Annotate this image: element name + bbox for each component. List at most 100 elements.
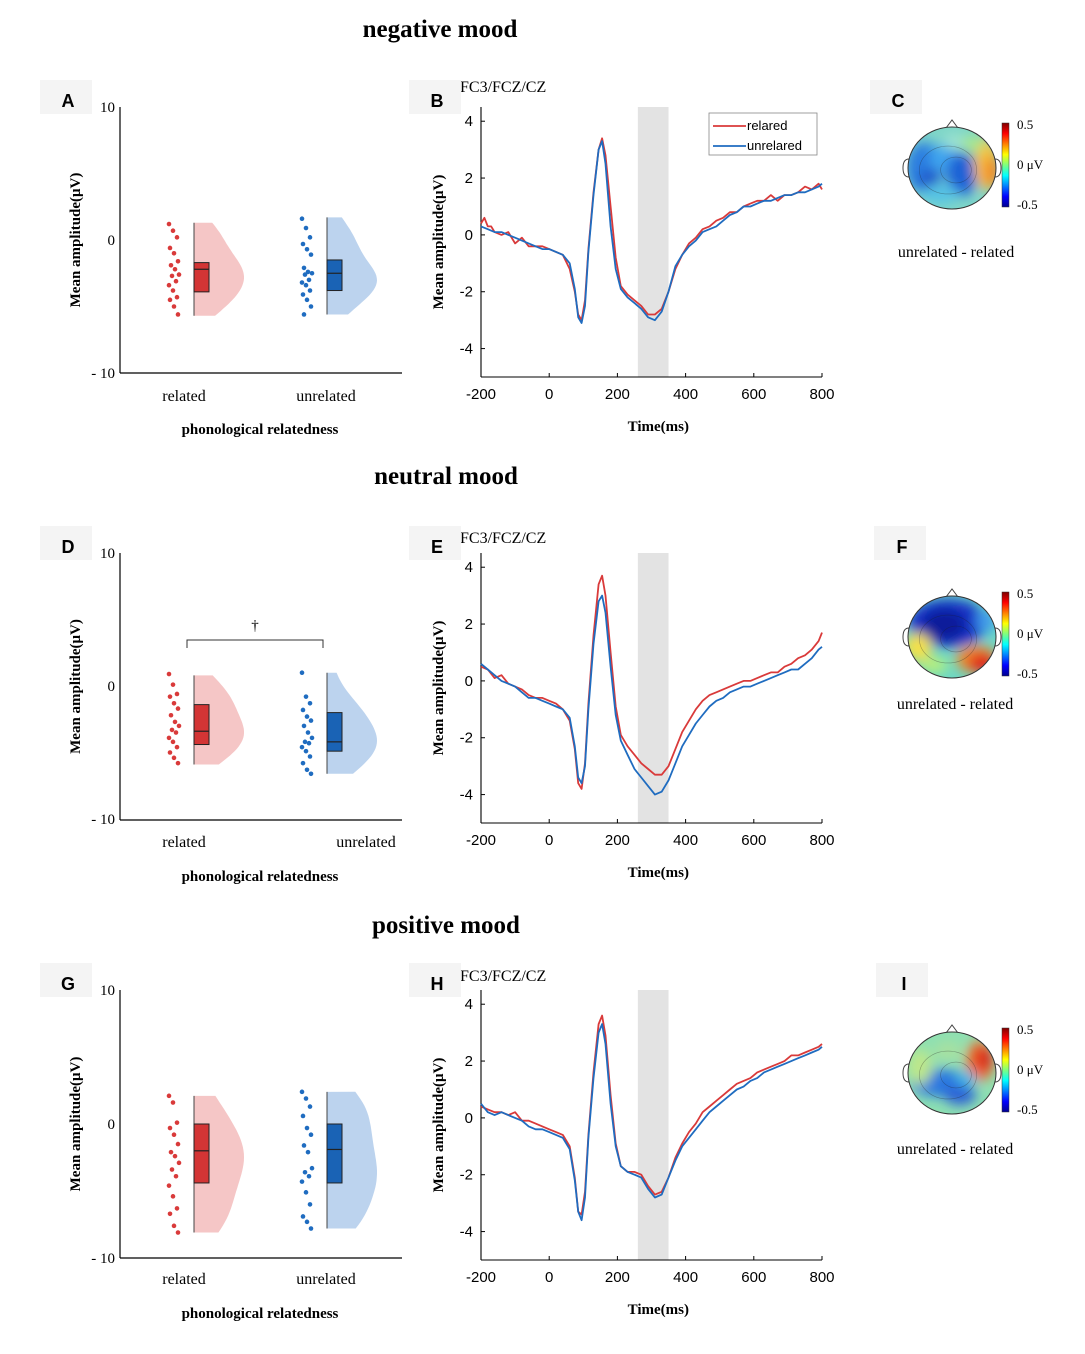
panel-A-label-bg xyxy=(40,80,92,114)
panel-D-related-point xyxy=(174,744,180,750)
panel-A-mood-title: negative mood xyxy=(363,16,518,43)
panel-A-related-point xyxy=(171,251,177,256)
panel-C-colorbar xyxy=(1001,122,1010,208)
panel-B-xtick-2: 200 xyxy=(605,386,630,403)
panel-H-ytick-3: 2 xyxy=(465,1053,473,1070)
panel-A-ytick-2: - 10 xyxy=(91,366,115,382)
panel-A-unrelated-point xyxy=(308,304,314,309)
panel-D-unrelated-point xyxy=(302,739,308,745)
panel-C-colorbar-tick-2: -0.5 xyxy=(1017,197,1038,212)
panel-A-unrelated-point xyxy=(301,265,307,271)
panel-E-label-bg xyxy=(409,526,461,560)
panel-B-legend-label-unrelared: unrelared xyxy=(747,138,802,153)
panel-E-electrodes: FC3/FCZ/CZ xyxy=(460,530,546,547)
panel-F-right-ear xyxy=(994,627,1002,647)
panel-G-related-point xyxy=(172,1153,178,1159)
panel-G-related-point xyxy=(176,1160,182,1166)
panel-B-ytick-0: -4 xyxy=(460,341,473,358)
panel-D-unrelated-point xyxy=(309,735,315,741)
panel-A-unrelated-point xyxy=(309,270,315,276)
panel-G-related-point xyxy=(175,1230,181,1235)
panel-G-related-point xyxy=(174,1120,180,1125)
panel-B: FC3/FCZ/CZ -4 -2 0 2 4 -200 0 200 400 600 800 Time(m… xyxy=(431,79,835,435)
panel-I-left-ear xyxy=(902,1063,910,1083)
panel-G-unrelated-point xyxy=(308,1132,314,1138)
panel-H-ytick-4: 4 xyxy=(465,996,473,1013)
panel-D-related-point xyxy=(176,723,182,729)
panel-A-label-text: A xyxy=(62,91,75,111)
panel-C-map-field xyxy=(960,136,984,152)
panel-G-related-point xyxy=(171,1132,177,1138)
panel-E-xlabel: Time(ms) xyxy=(628,865,689,881)
panel-A-unrelated-point xyxy=(307,235,313,240)
panel-A-related-point xyxy=(169,273,175,279)
panel-E-ytick-4: 4 xyxy=(465,559,473,576)
panel-G-unrelated-point xyxy=(299,1179,305,1184)
panel-C-colorbar-tick-1: 0 μV xyxy=(1017,157,1044,172)
panel-E: FC3/FCZ/CZ -4 -2 0 2 4 -200 0 200 400 600 800 Time(m… xyxy=(431,530,835,881)
panel-D-unrelated-category-label: unrelated xyxy=(336,834,396,851)
panel-E-xtick-3: 400 xyxy=(673,832,698,849)
panel-A-related-point xyxy=(175,258,181,264)
panel-I-map-field xyxy=(956,1071,976,1087)
panel-B-ytick-1: -2 xyxy=(460,284,473,301)
panel-I-label: I xyxy=(876,963,928,997)
panel-A-related-point xyxy=(174,294,180,300)
panel-D-unrelated-point xyxy=(307,754,313,759)
panel-B-ytick-2: 0 xyxy=(465,227,473,244)
panel-D-related-category-label: related xyxy=(162,834,206,851)
panel-C-map-contour xyxy=(919,145,977,195)
panel-G-unrelated-point xyxy=(308,1226,314,1231)
panel-I-map-field xyxy=(944,1085,976,1105)
panel-A-unrelated-point xyxy=(302,272,308,277)
panel-G-unrelated-point xyxy=(300,1113,306,1119)
panel-G-xlabel: phonological relatedness xyxy=(182,1306,339,1322)
panel-C-right-ear xyxy=(994,158,1002,178)
panel-A-unrelated-point xyxy=(304,297,310,303)
panel-A-related-point xyxy=(166,221,172,227)
panel-I-map-field xyxy=(976,1047,992,1071)
panel-A-related-point xyxy=(174,235,180,240)
panel-B-legend-label-relared: relared xyxy=(747,118,787,133)
panel-I-colorbar-tick-1: 0 μV xyxy=(1017,1062,1044,1077)
panel-D-mood-title: neutral mood xyxy=(374,463,518,490)
panel-D-related-box xyxy=(193,704,210,746)
panel-D-label-text: D xyxy=(62,537,75,557)
panel-H-xtick-4: 600 xyxy=(741,1269,766,1286)
panel-H-series-relared xyxy=(480,1014,823,1216)
panel-A-related-point xyxy=(170,288,176,293)
panel-E-ytick-3: 2 xyxy=(465,616,473,633)
panel-E-series-relared xyxy=(480,574,823,790)
panel-A-xlabel: phonological relatedness xyxy=(182,422,339,438)
panel-H-ytick-0: -4 xyxy=(460,1224,473,1241)
panel-F-head-outline xyxy=(907,595,997,679)
panel-D-related-point xyxy=(173,730,179,735)
panel-G-unrelated-point xyxy=(305,1149,311,1155)
panel-A-unrelated-point xyxy=(304,247,310,252)
panel-D-related-group: related xyxy=(162,671,244,851)
panel-D-significance-bracket xyxy=(186,639,324,648)
panel-D-unrelated-group: unrelated xyxy=(299,670,396,851)
panel-D-unrelated-point xyxy=(303,694,309,699)
panel-B-electrodes: FC3/FCZ/CZ xyxy=(460,79,546,96)
panel-F-colorbar-tick-0: 0.5 xyxy=(1017,586,1033,601)
panel-D-related-point xyxy=(167,750,173,755)
panel-D-ytick-0: 10 xyxy=(100,546,115,562)
panel-D-unrelated-point xyxy=(299,670,305,675)
panel-B-xtick-3: 400 xyxy=(673,386,698,403)
panel-A-related-point xyxy=(166,282,172,288)
panel-G-related-group: related xyxy=(162,1093,244,1288)
panel-C-map-field xyxy=(922,184,958,204)
panel-H-xtick-2: 200 xyxy=(605,1269,630,1286)
panel-D-unrelated-point xyxy=(304,767,310,773)
panel-A-unrelated-point xyxy=(307,288,313,293)
panel-D-unrelated-point xyxy=(304,714,310,719)
panel-H-series-unrelared xyxy=(480,1023,823,1222)
panel-C-map-contour xyxy=(940,156,972,184)
panel-A-related-density xyxy=(194,222,244,316)
panel-C-map-field xyxy=(984,156,996,188)
panel-B-xtick-0: -200 xyxy=(466,386,496,403)
panel-D-label-bg xyxy=(40,526,92,560)
panel-B-series-relared xyxy=(480,137,823,322)
